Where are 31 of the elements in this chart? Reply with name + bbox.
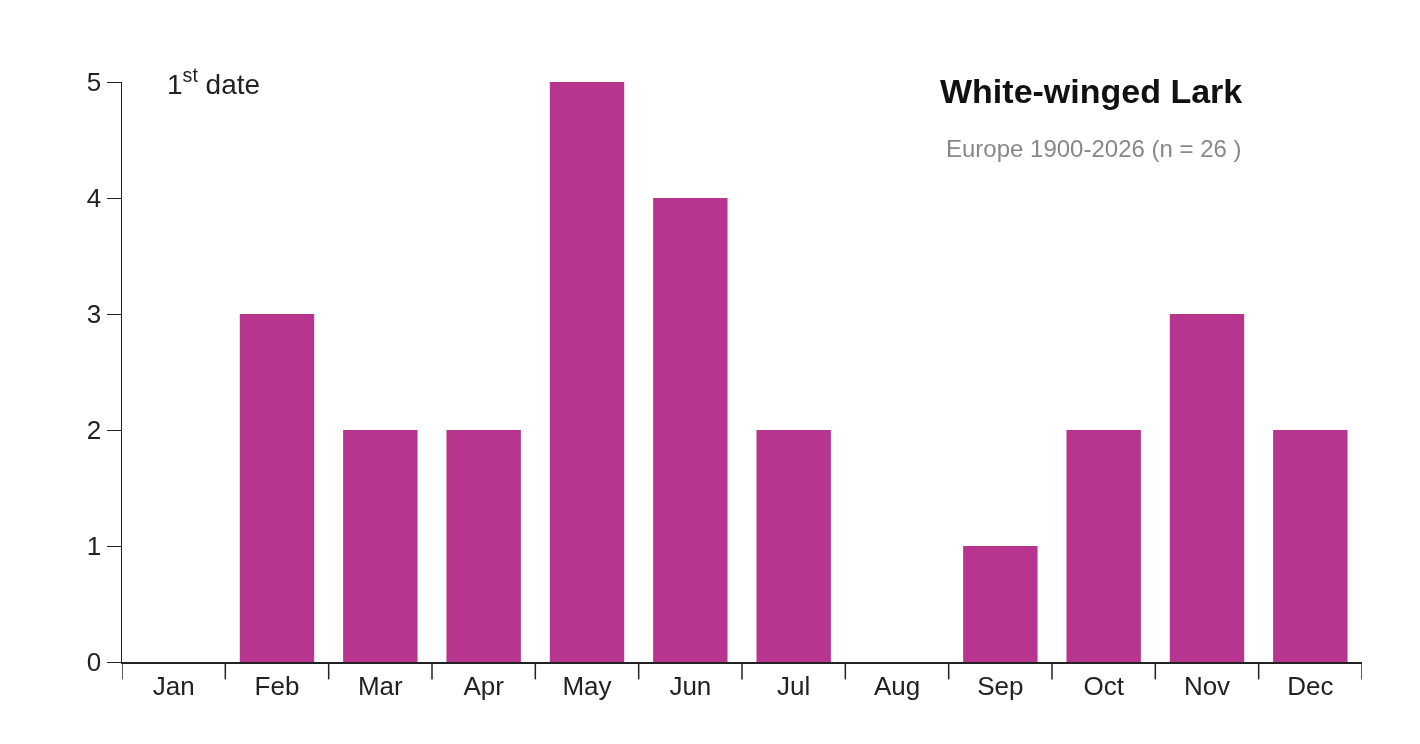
y-tick-label: 0 <box>86 647 102 678</box>
x-tick-label: Aug <box>873 670 921 701</box>
x-tick-label: Oct <box>1083 670 1125 701</box>
y-tick-label: 2 <box>86 415 102 446</box>
y-axis-title: 1$^{st}$ date <box>167 64 261 100</box>
bar <box>446 430 521 662</box>
x-tick-label: Dec <box>1287 670 1334 701</box>
x-tick-label: Apr <box>463 670 505 701</box>
x-tick-label: Nov <box>1183 670 1231 701</box>
x-tick-label: May <box>562 670 612 701</box>
bar <box>1169 314 1245 662</box>
x-tick-label: Jun <box>669 670 712 701</box>
x-tick-label: Feb <box>254 670 300 701</box>
bar <box>1066 430 1141 662</box>
y-tick-label: 5 <box>86 67 102 98</box>
x-tick-label: Mar <box>357 670 404 701</box>
bar <box>549 82 625 662</box>
chart-title: White-winged Lark <box>940 72 1243 110</box>
bar <box>1273 430 1348 662</box>
bar <box>756 430 831 662</box>
x-tick-label: Jul <box>777 670 811 701</box>
x-tick-label: Sep <box>977 670 1024 701</box>
text: Europe 1900-2026 (n = 26 ) <box>946 135 1242 162</box>
bar <box>239 314 315 662</box>
bar <box>963 546 1038 662</box>
y-tick-label: 3 <box>86 299 102 330</box>
x-tick-label: Jan <box>152 670 195 701</box>
y-tick-label: 1 <box>86 531 102 562</box>
bar <box>653 198 728 662</box>
bar <box>343 430 418 662</box>
y-tick-label: 4 <box>86 183 102 214</box>
